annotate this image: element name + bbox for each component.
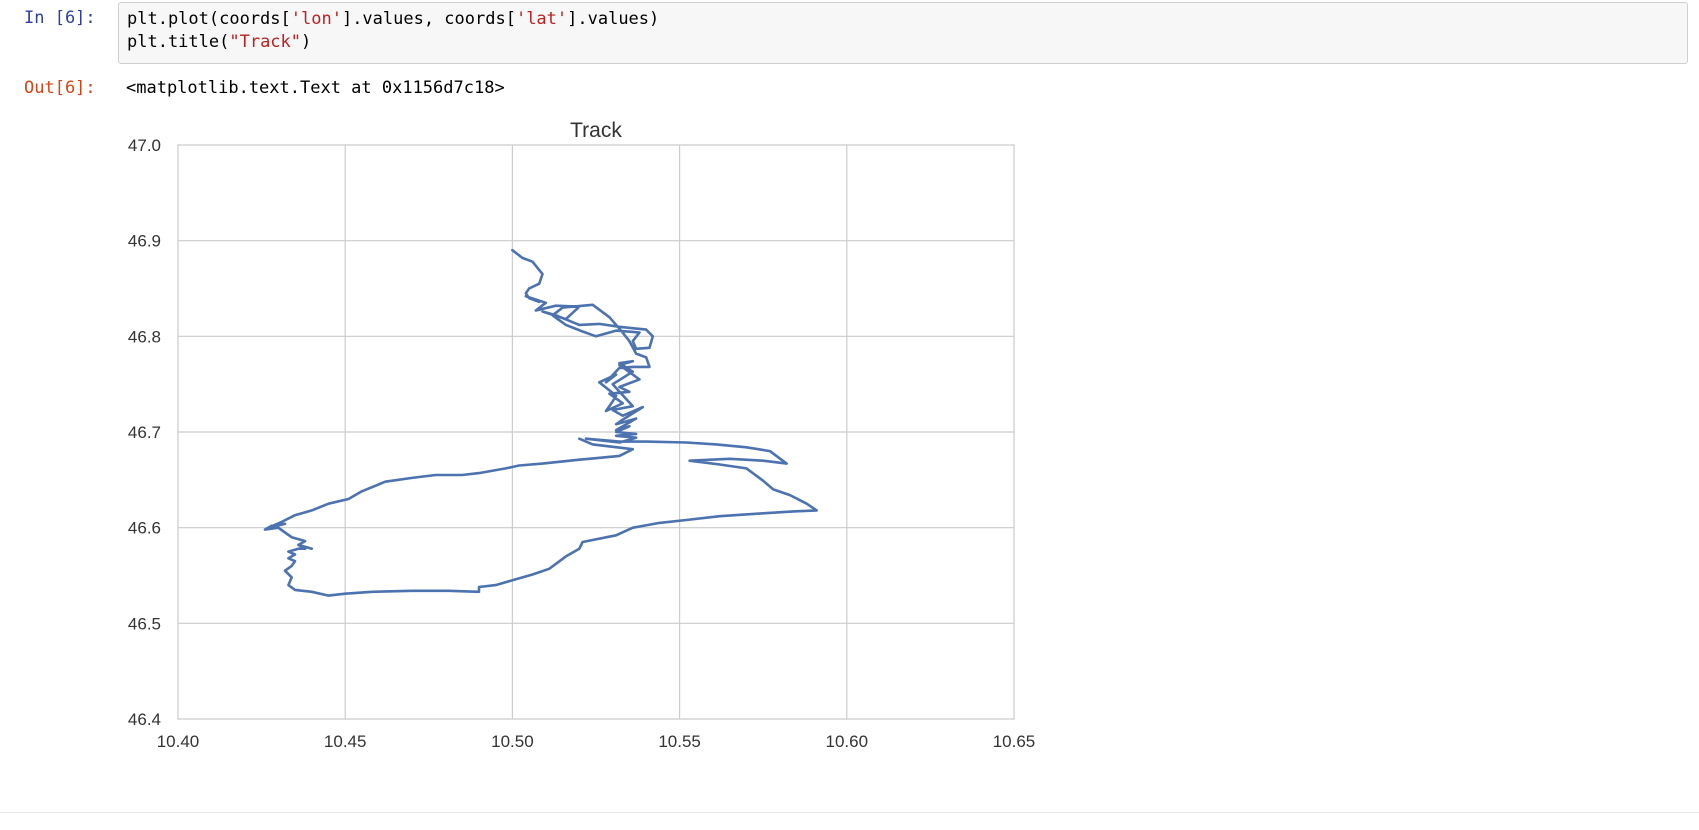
code-line-1: plt.plot(coords['lon'].values, coords['l… (127, 8, 1679, 31)
code-token: ].values, coords[ (341, 9, 516, 29)
tick-labels: 10.40 10.45 10.50 10.55 10.60 10.65 46.4 46.5 46… (128, 136, 1035, 751)
x-tick-label: 10.40 (157, 732, 200, 751)
output-prompt: Out[6]: (24, 78, 96, 98)
y-tick-label: 46.8 (128, 327, 161, 346)
x-tick-label: 10.55 (658, 732, 701, 751)
y-tick-label: 46.6 (128, 519, 161, 538)
y-tick-label: 47.0 (128, 136, 161, 155)
code-cell[interactable]: plt.plot(coords['lon'].values, coords['l… (118, 2, 1688, 64)
cell-divider (0, 812, 1699, 813)
x-tick-label: 10.65 (993, 732, 1036, 751)
x-tick-label: 10.45 (324, 732, 367, 751)
code-string: "Track" (229, 32, 302, 52)
output-text: <matplotlib.text.Text at 0x1156d7c18> (126, 78, 505, 98)
track-series-line (263, 248, 818, 597)
code-token: ].values) (567, 9, 660, 29)
code-string: 'lat' (515, 9, 568, 29)
code-token: plt.plot(coords[ (127, 9, 291, 29)
plot-frame (177, 144, 1015, 720)
y-tick-label: 46.4 (128, 710, 161, 729)
y-tick-label: 46.9 (128, 232, 161, 251)
x-tick-label: 10.50 (491, 732, 534, 751)
code-line-2: plt.title("Track") (127, 31, 1679, 54)
code-token: ) (301, 32, 312, 52)
chart-title: Track (570, 119, 622, 142)
grid (177, 144, 1015, 720)
y-tick-label: 46.5 (128, 614, 161, 633)
input-prompt: In [6]: (24, 8, 96, 28)
code-string: 'lon' (290, 9, 342, 29)
x-tick-label: 10.60 (826, 732, 869, 751)
code-token: plt.title( (127, 32, 230, 52)
y-tick-label: 46.7 (128, 423, 161, 442)
track-chart: 10.40 10.45 10.50 10.55 10.60 10.65 46.4 46.5 46… (128, 119, 1035, 751)
